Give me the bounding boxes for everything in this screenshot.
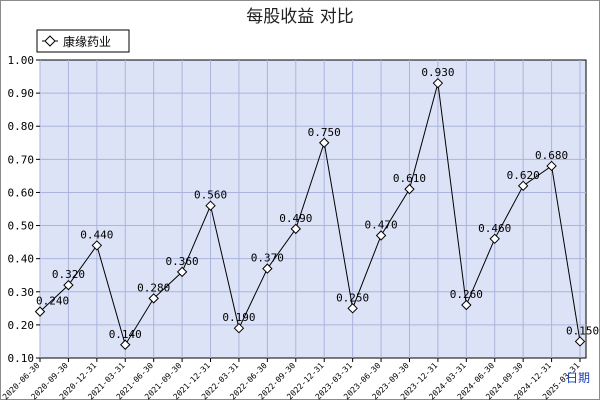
y-tick-label: 0.10 xyxy=(8,352,35,365)
y-tick-label: 1.00 xyxy=(8,54,35,67)
x-axis-label: 日期 xyxy=(566,371,590,385)
legend: 康缘药业 xyxy=(36,29,130,53)
data-label: 0.440 xyxy=(80,228,113,241)
data-label: 0.620 xyxy=(507,169,540,182)
series-line xyxy=(39,83,581,346)
y-tick-label: 0.50 xyxy=(8,220,35,233)
data-point xyxy=(262,263,273,274)
data-point xyxy=(205,200,216,211)
y-tick-label: 0.40 xyxy=(8,253,35,266)
data-label: 0.260 xyxy=(450,288,483,301)
data-point xyxy=(574,336,586,347)
data-point xyxy=(461,299,472,311)
data-point xyxy=(432,77,444,89)
data-point xyxy=(404,183,415,195)
data-point xyxy=(375,230,387,241)
data-label: 0.150 xyxy=(566,324,599,337)
data-point xyxy=(148,293,159,304)
data-point xyxy=(34,306,46,317)
x-axis: 2020-06-302020-09-302020-12-312021-03-31… xyxy=(1,358,582,400)
data-label: 0.240 xyxy=(36,295,69,308)
data-point xyxy=(489,233,500,245)
data-label: 0.360 xyxy=(166,255,199,268)
data-label: 0.460 xyxy=(478,222,511,235)
data-label: 0.560 xyxy=(194,189,227,202)
y-tick-label: 0.70 xyxy=(8,153,35,166)
data-label: 0.610 xyxy=(393,172,426,185)
data-point xyxy=(233,322,245,334)
legend-marker-icon xyxy=(44,35,56,47)
data-label: 0.320 xyxy=(52,268,85,281)
data-label: 0.470 xyxy=(364,218,397,231)
y-tick-label: 0.20 xyxy=(8,319,35,332)
data-point xyxy=(319,137,330,148)
series-group xyxy=(34,77,586,350)
data-label: 0.280 xyxy=(137,281,170,294)
grid xyxy=(39,60,586,358)
legend-box xyxy=(36,29,130,53)
y-tick-label: 0.90 xyxy=(8,87,35,100)
data-point xyxy=(176,266,188,278)
data-point xyxy=(546,160,557,172)
data-label: 0.490 xyxy=(279,212,312,225)
data-point xyxy=(63,279,74,291)
data-label: 0.370 xyxy=(251,252,284,265)
data-label: 0.750 xyxy=(308,126,341,139)
legend-label: 康缘药业 xyxy=(63,34,111,49)
y-axis: 1.00 0.90 0.80 0.70 0.60 0.50 0.40 0.30 0.20 0.10 xyxy=(8,54,40,365)
data-label: 0.930 xyxy=(421,66,454,79)
plot-area xyxy=(39,59,587,359)
data-point xyxy=(347,303,358,314)
y-tick-label: 0.80 xyxy=(8,120,35,133)
data-point xyxy=(91,240,103,251)
data-point xyxy=(290,223,301,235)
data-label: 0.680 xyxy=(535,149,568,162)
data-label: 0.190 xyxy=(222,311,255,324)
y-tick-label: 0.30 xyxy=(8,286,35,299)
data-point xyxy=(517,180,529,192)
data-labels: 0.240 0.320 0.440 0.140 0.280 0.360 0.560 0.190… xyxy=(36,66,599,341)
data-point xyxy=(120,339,131,350)
data-label: 0.140 xyxy=(109,328,142,341)
y-tick-label: 0.60 xyxy=(8,186,35,199)
data-label: 0.250 xyxy=(336,291,369,304)
chart-title: 每股收益 对比 xyxy=(246,7,353,27)
